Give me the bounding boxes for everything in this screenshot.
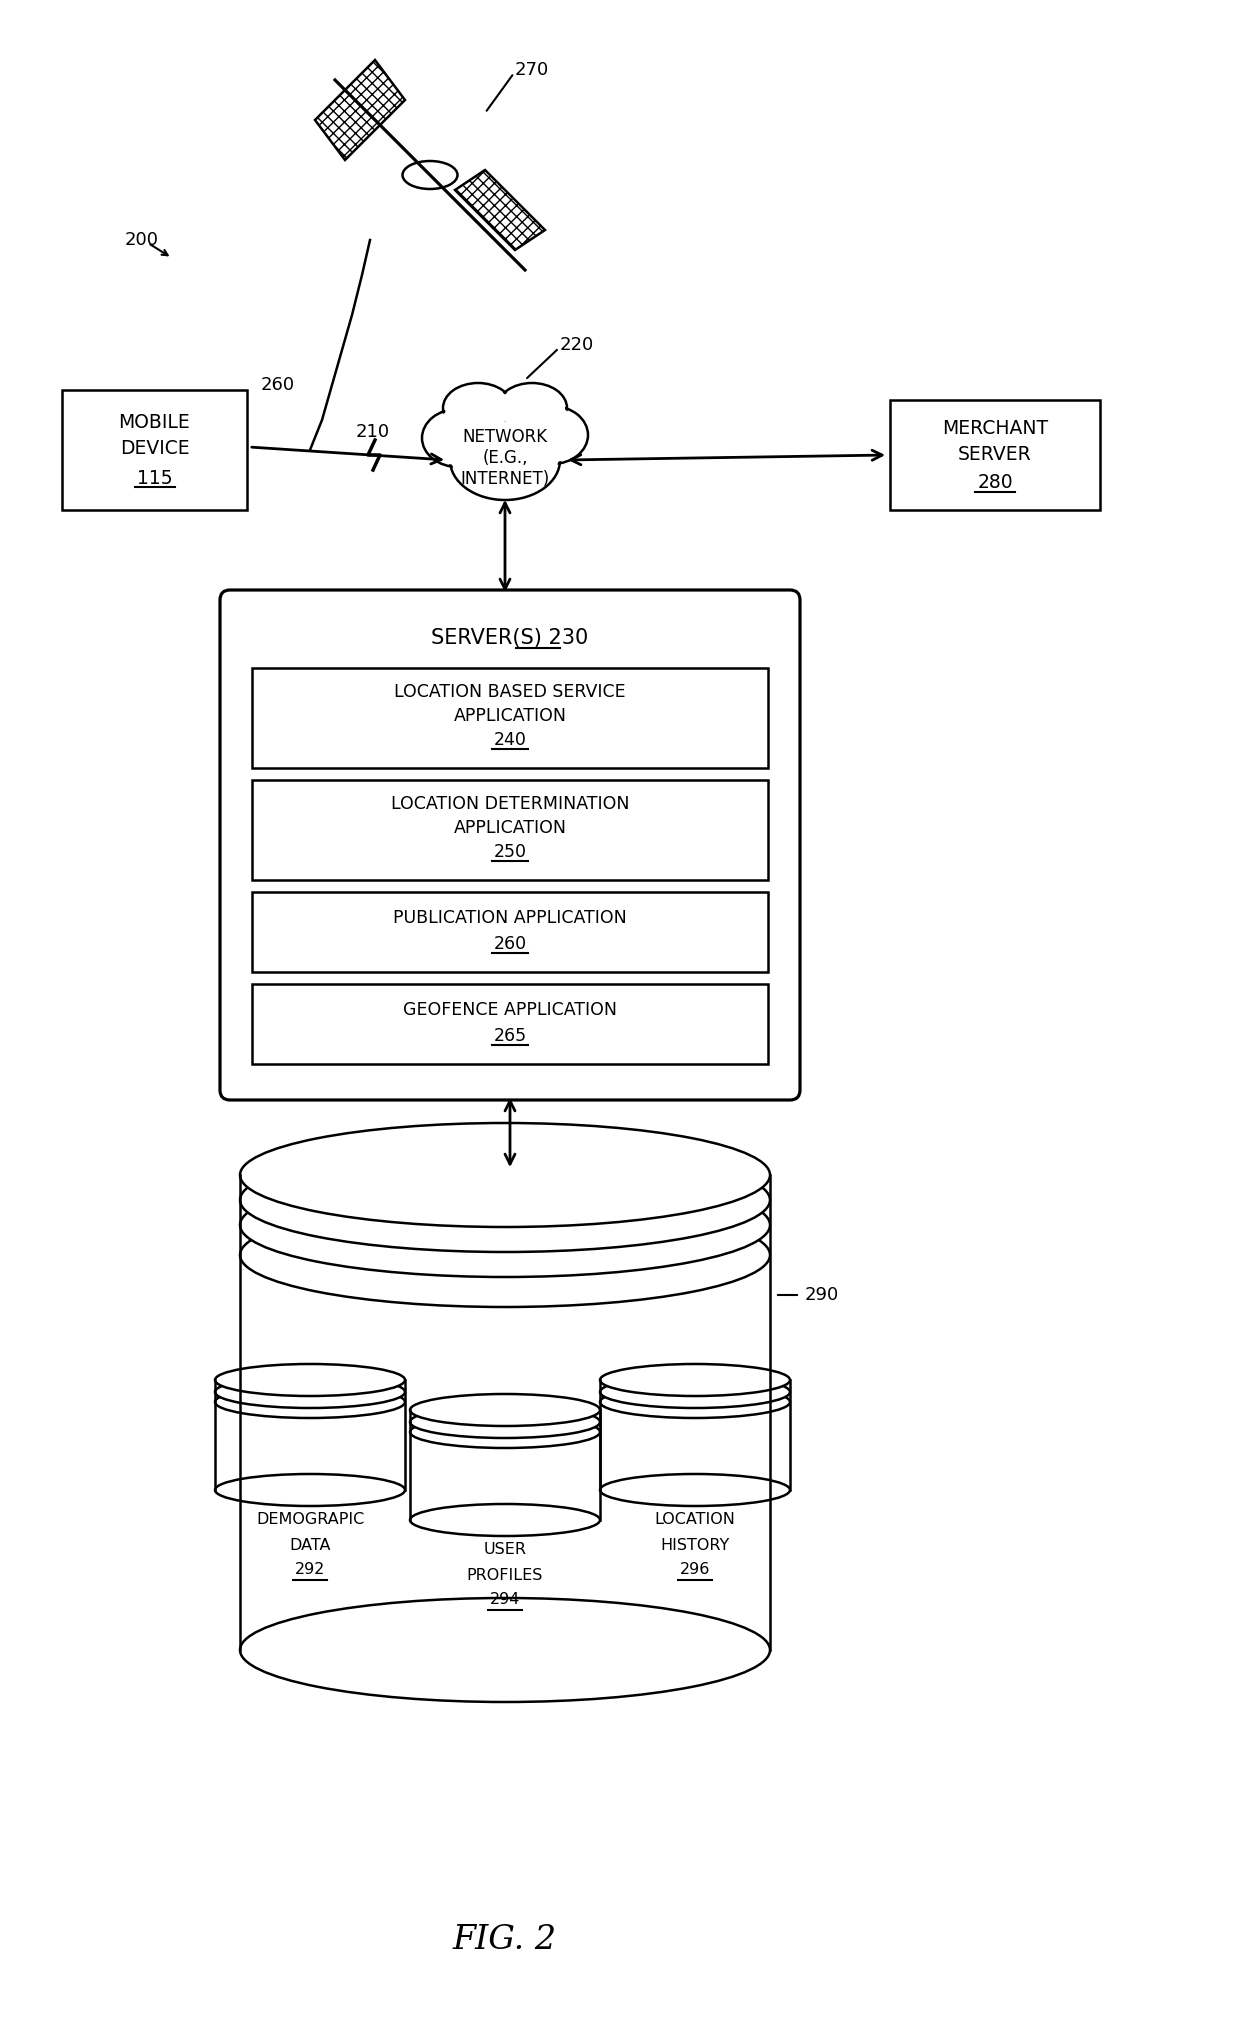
- Ellipse shape: [241, 1147, 770, 1252]
- Text: LOCATION: LOCATION: [655, 1513, 735, 1527]
- Ellipse shape: [424, 410, 492, 465]
- FancyBboxPatch shape: [252, 893, 768, 972]
- Text: 265: 265: [494, 1026, 527, 1044]
- Text: 200: 200: [125, 230, 159, 248]
- Ellipse shape: [241, 1204, 770, 1307]
- Text: HISTORY: HISTORY: [661, 1537, 729, 1553]
- Text: MERCHANT: MERCHANT: [942, 418, 1048, 438]
- Ellipse shape: [443, 384, 513, 432]
- Text: APPLICATION: APPLICATION: [454, 707, 567, 725]
- Ellipse shape: [410, 1505, 600, 1535]
- Text: GEOFENCE APPLICATION: GEOFENCE APPLICATION: [403, 1002, 618, 1018]
- Ellipse shape: [600, 1475, 790, 1507]
- Text: LOCATION BASED SERVICE: LOCATION BASED SERVICE: [394, 683, 626, 701]
- Text: SERVER: SERVER: [959, 446, 1032, 465]
- Text: 260: 260: [260, 376, 295, 394]
- Text: PUBLICATION APPLICATION: PUBLICATION APPLICATION: [393, 909, 627, 927]
- Text: DEMOGRAPIC: DEMOGRAPIC: [255, 1513, 365, 1527]
- Polygon shape: [315, 61, 405, 160]
- FancyBboxPatch shape: [252, 780, 768, 881]
- Text: (E.G.,: (E.G.,: [482, 448, 528, 467]
- Text: 220: 220: [560, 335, 594, 353]
- Text: 292: 292: [295, 1563, 325, 1578]
- Ellipse shape: [518, 408, 587, 463]
- Text: 294: 294: [490, 1592, 521, 1608]
- Ellipse shape: [215, 1475, 405, 1507]
- Ellipse shape: [241, 1174, 770, 1277]
- Text: USER: USER: [484, 1543, 527, 1557]
- Text: 296: 296: [680, 1563, 711, 1578]
- Text: 115: 115: [136, 469, 172, 487]
- FancyBboxPatch shape: [219, 590, 800, 1101]
- Text: 210: 210: [356, 422, 391, 440]
- Ellipse shape: [453, 422, 558, 499]
- Text: DATA: DATA: [289, 1537, 331, 1553]
- Text: LOCATION DETERMINATION: LOCATION DETERMINATION: [391, 796, 629, 812]
- Text: 260: 260: [494, 935, 527, 953]
- Text: PROFILES: PROFILES: [466, 1568, 543, 1582]
- Text: SERVER(S) 230: SERVER(S) 230: [432, 628, 589, 648]
- Ellipse shape: [600, 1376, 790, 1408]
- Text: NETWORK: NETWORK: [463, 428, 548, 446]
- Text: INTERNET): INTERNET): [460, 471, 549, 489]
- FancyBboxPatch shape: [252, 984, 768, 1065]
- Ellipse shape: [241, 1598, 770, 1703]
- Ellipse shape: [215, 1364, 405, 1396]
- Ellipse shape: [422, 408, 494, 467]
- Text: DEVICE: DEVICE: [120, 438, 190, 457]
- Ellipse shape: [450, 420, 560, 501]
- Text: APPLICATION: APPLICATION: [454, 818, 567, 836]
- Ellipse shape: [241, 1123, 770, 1226]
- Ellipse shape: [403, 162, 458, 190]
- Text: 240: 240: [494, 731, 527, 749]
- Ellipse shape: [600, 1364, 790, 1396]
- Ellipse shape: [445, 386, 511, 430]
- Text: FIG. 2: FIG. 2: [453, 1923, 557, 1955]
- Text: MOBILE: MOBILE: [119, 412, 191, 432]
- FancyBboxPatch shape: [62, 390, 247, 509]
- FancyBboxPatch shape: [890, 400, 1100, 509]
- Polygon shape: [455, 170, 546, 250]
- Text: 250: 250: [494, 842, 527, 861]
- Ellipse shape: [516, 406, 588, 465]
- Ellipse shape: [410, 1416, 600, 1448]
- Text: 280: 280: [977, 473, 1013, 493]
- FancyBboxPatch shape: [252, 669, 768, 768]
- Ellipse shape: [410, 1406, 600, 1438]
- Ellipse shape: [600, 1386, 790, 1418]
- Ellipse shape: [410, 1394, 600, 1426]
- Ellipse shape: [215, 1386, 405, 1418]
- Ellipse shape: [498, 386, 565, 430]
- Ellipse shape: [497, 384, 567, 432]
- Text: 270: 270: [515, 61, 549, 79]
- Ellipse shape: [215, 1376, 405, 1408]
- Text: 290: 290: [805, 1287, 839, 1305]
